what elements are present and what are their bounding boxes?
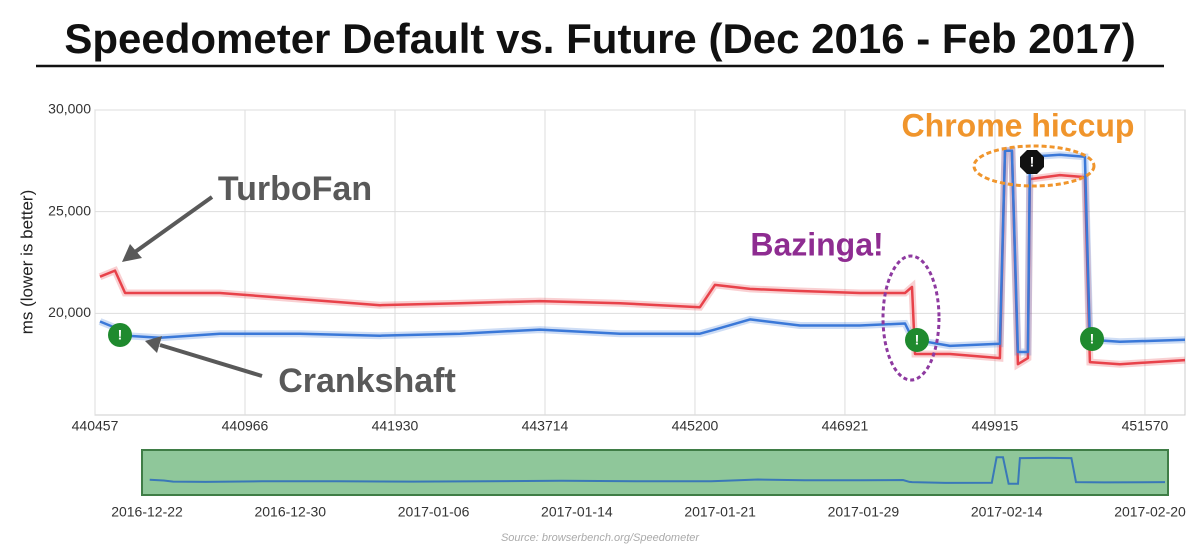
navigator-series	[149, 456, 1166, 485]
y-tick-label: 20,000	[48, 304, 91, 320]
x-tick-label: 443714	[522, 418, 569, 434]
source: Source: browserbench.org/Speedometer	[501, 532, 700, 544]
annotation: Chrome hiccup	[902, 107, 1135, 143]
hiccup-ellipse	[972, 144, 1096, 188]
x-tick-label: 440966	[222, 418, 269, 434]
chart-title: Speedometer Default vs. Future (Dec 2016…	[64, 15, 1135, 62]
svg-text:!: !	[118, 327, 123, 343]
x-tick-label: 451570	[1122, 418, 1169, 434]
navigator-date: 2016-12-30	[254, 504, 326, 520]
navigator-date: 2017-02-20	[1114, 504, 1186, 520]
navigator-date: 2017-01-14	[541, 504, 613, 520]
series-label: Crankshaft	[278, 362, 456, 400]
series-line	[99, 149, 1186, 366]
navigator-date: 2017-02-14	[971, 504, 1043, 520]
navigator	[141, 449, 1169, 496]
y-axis-label: ms (lower is better)	[17, 190, 36, 335]
navigator-date: 2017-01-21	[684, 504, 756, 520]
series-label: TurboFan	[218, 170, 372, 208]
y-tick-label: 25,000	[48, 202, 91, 218]
x-tick-label: 449915	[972, 418, 1019, 434]
navigator-date: 2017-01-06	[398, 504, 470, 520]
markers: ! ! ! !	[108, 150, 1104, 352]
bazinga-ellipse	[881, 254, 941, 382]
x-tick-label: 446921	[822, 418, 869, 434]
svg-text:!: !	[915, 332, 920, 348]
navigator-date: 2016-12-22	[111, 504, 183, 520]
arrows	[122, 195, 263, 378]
y-tick-label: 30,000	[48, 101, 91, 117]
annotation: Bazinga!	[750, 226, 883, 262]
svg-text:!: !	[1030, 154, 1035, 170]
navigator-date: 2017-01-29	[828, 504, 900, 520]
x-tick-label: 445200	[672, 418, 719, 434]
x-tick-label: 441930	[372, 418, 419, 434]
svg-text:!: !	[1090, 331, 1095, 347]
navigator-line	[149, 456, 1166, 485]
x-tick-label: 440457	[72, 418, 119, 434]
